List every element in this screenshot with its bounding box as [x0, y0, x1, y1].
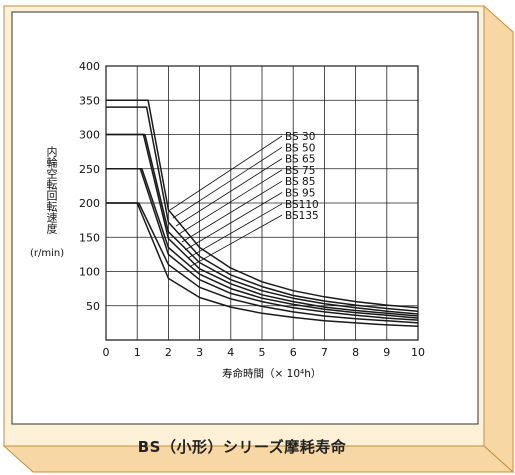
- frame-side-right: [483, 4, 514, 474]
- x-tick-label: 9: [383, 346, 390, 359]
- legend-label: BS135: [285, 210, 319, 222]
- legend-label: BS 75: [285, 165, 315, 177]
- y-tick-label: 300: [79, 129, 100, 142]
- legend-leader-line: [169, 135, 283, 211]
- x-tick-label: 10: [411, 346, 425, 359]
- series-line-bs65: [106, 133, 419, 315]
- legend-label: BS 85: [285, 176, 315, 188]
- x-tick-label: 3: [196, 346, 203, 359]
- y-tick-label: 50: [86, 300, 100, 313]
- legend-leader-line: [190, 214, 283, 267]
- series-line-bs50: [106, 106, 419, 312]
- y-tick-label: 250: [79, 163, 100, 176]
- legend-leader-line: [187, 203, 283, 259]
- legend-leader-line: [181, 180, 283, 243]
- legend-label: BS110: [285, 199, 319, 211]
- legend-label: BS 50: [285, 142, 315, 154]
- legend-label: BS 65: [285, 154, 315, 166]
- legend-leader-line: [175, 158, 283, 227]
- y-tick-label: 350: [79, 94, 100, 107]
- x-tick-label: 4: [227, 346, 234, 359]
- legend-leader-line: [178, 169, 283, 235]
- legend-label: BS 30: [285, 131, 315, 143]
- y-axis-unit: (r/min): [30, 248, 65, 259]
- x-tick-label: 6: [290, 346, 297, 359]
- tick-labels: 0 1 2 3 4 5 6 7 8 9 10 50 100 150 200 250 300 350 400: [79, 60, 425, 359]
- legend-label: BS 95: [285, 188, 315, 200]
- series-line-bs30: [106, 99, 419, 309]
- series-line-bs75: [106, 133, 419, 317]
- series-line-bs85: [106, 168, 419, 319]
- legend-leader-line: [184, 192, 283, 251]
- x-tick-label: 1: [134, 346, 141, 359]
- y-tick-label: 100: [79, 266, 100, 279]
- frame-border: [2, 4, 515, 474]
- plot-panel: [11, 11, 479, 425]
- x-tick-label: 2: [165, 346, 172, 359]
- y-tick-label: 150: [79, 231, 100, 244]
- legend-leader-line: [172, 146, 283, 219]
- y-axis-label: 内輪空転回転速度: [45, 146, 58, 234]
- series-line-bs110: [106, 202, 419, 324]
- x-tick-label: 8: [352, 346, 359, 359]
- x-axis-label: 寿命時間（× 10⁴h）: [222, 368, 322, 380]
- y-tick-label: 400: [79, 60, 100, 73]
- x-tick-label: 0: [103, 346, 110, 359]
- chart-caption: BS（小形）シリーズ摩耗寿命: [137, 438, 347, 456]
- series-line-bs135: [106, 202, 419, 328]
- x-tick-label: 5: [259, 346, 266, 359]
- x-tick-label: 7: [321, 346, 328, 359]
- series-line-bs95: [106, 168, 419, 321]
- y-tick-label: 200: [79, 197, 100, 210]
- series-lines: [106, 99, 419, 328]
